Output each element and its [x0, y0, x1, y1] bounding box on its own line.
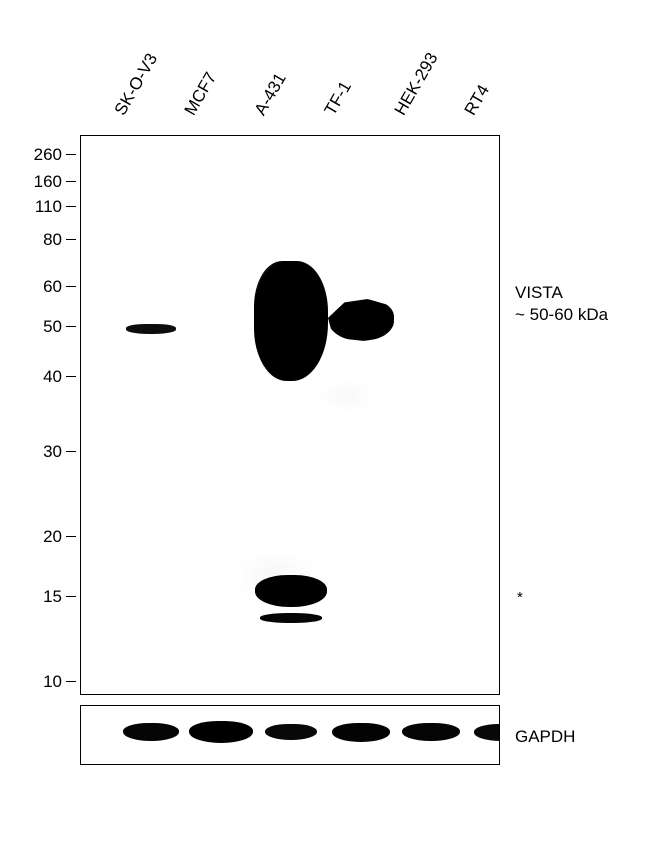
- figure-container: SK-O-V3 MCF7 A-431 TF-1 HEK-293 RT4 260 …: [0, 0, 650, 857]
- protein-band: [260, 613, 322, 623]
- mw-tick: [66, 239, 76, 240]
- mw-label: 20: [30, 527, 62, 547]
- mw-tick: [66, 681, 76, 682]
- lane-label: HEK-293: [391, 49, 443, 119]
- mw-label: 40: [30, 367, 62, 387]
- mw-tick: [66, 376, 76, 377]
- blot-background: [81, 136, 499, 694]
- mw-label: 160: [30, 172, 62, 192]
- mw-tick: [66, 286, 76, 287]
- mw-tick: [66, 154, 76, 155]
- loading-band: [265, 724, 317, 740]
- mw-tick: [66, 451, 76, 452]
- mw-label: 30: [30, 442, 62, 462]
- protein-band: [255, 575, 327, 607]
- protein-band: [254, 261, 328, 381]
- loading-band: [332, 723, 390, 742]
- mw-label: 50: [30, 317, 62, 337]
- loading-band: [402, 723, 460, 741]
- mw-label: 10: [30, 672, 62, 692]
- loading-control-label: GAPDH: [515, 726, 575, 748]
- lane-label: TF-1: [321, 78, 356, 119]
- loading-blot: [80, 705, 500, 765]
- target-name: VISTA: [515, 282, 608, 304]
- lane-label: SK-O-V3: [111, 50, 162, 119]
- loading-band: [189, 721, 253, 743]
- mw-tick: [66, 596, 76, 597]
- mw-label: 60: [30, 277, 62, 297]
- asterisk-mark: *: [517, 589, 523, 606]
- protein-band: [126, 324, 176, 334]
- target-protein-label: VISTA ~ 50-60 kDa: [515, 282, 608, 326]
- mw-tick: [66, 536, 76, 537]
- mw-tick: [66, 206, 76, 207]
- mw-label: 15: [30, 587, 62, 607]
- mw-tick: [66, 181, 76, 182]
- mw-label: 260: [30, 145, 62, 165]
- target-size: ~ 50-60 kDa: [515, 304, 608, 326]
- mw-label: 110: [30, 197, 62, 217]
- mw-tick: [66, 326, 76, 327]
- loading-band: [123, 723, 179, 741]
- main-blot: [80, 135, 500, 695]
- mw-label: 80: [30, 230, 62, 250]
- lane-label: RT4: [461, 81, 494, 119]
- lane-label: MCF7: [181, 69, 221, 119]
- lane-label: A-431: [251, 70, 291, 119]
